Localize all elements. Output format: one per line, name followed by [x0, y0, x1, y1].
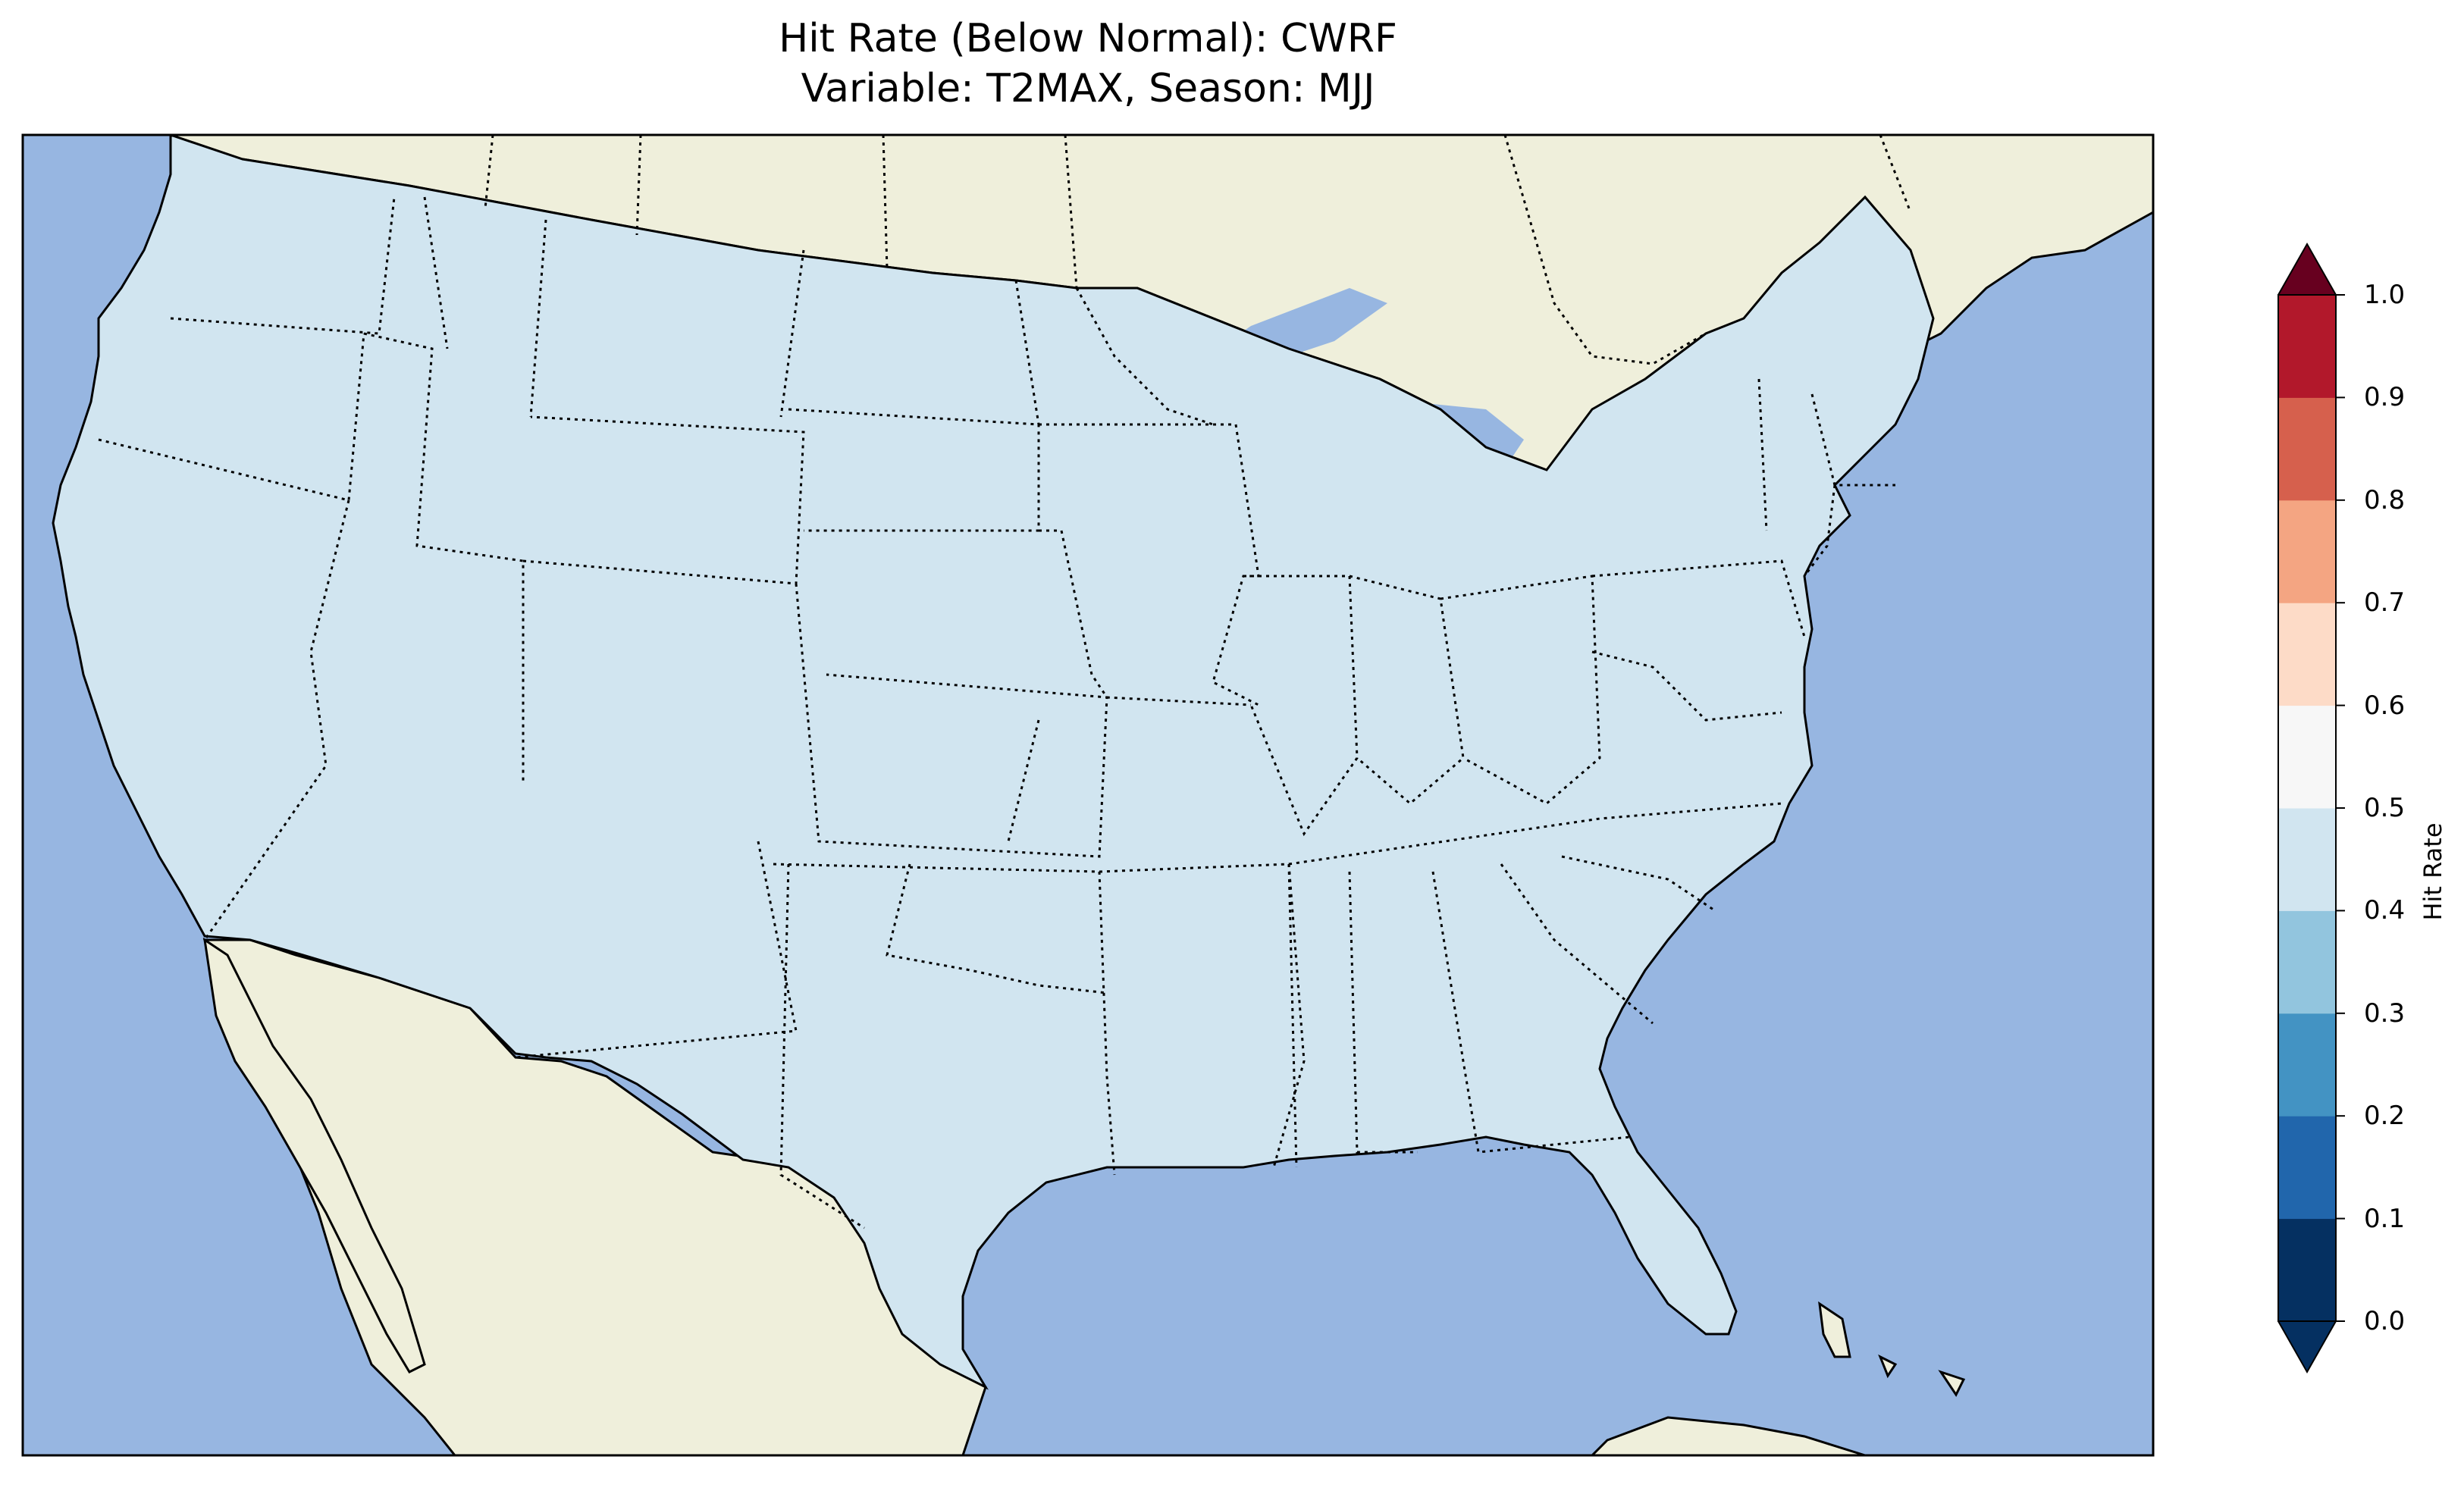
- colorbar-segment: [2278, 295, 2336, 398]
- colorbar-segment: [2278, 705, 2336, 809]
- colorbar-segment: [2278, 603, 2336, 706]
- province-borders: [484, 135, 1912, 365]
- colorbar-label: Hit Rate: [2419, 822, 2447, 921]
- chart-title-line-1: Hit Rate (Below Normal): CWRF: [779, 16, 1397, 61]
- colorbar-tick-label: 0.5: [2364, 793, 2406, 823]
- bahamas-islands: [1818, 1301, 1966, 1397]
- colorbar-segment: [2278, 1116, 2336, 1220]
- baja-california: [203, 937, 426, 1373]
- colorbar-segment: [2278, 910, 2336, 1014]
- colorbar-extend-min: [2278, 1321, 2336, 1372]
- colorbar-tick-label: 0.1: [2364, 1203, 2406, 1234]
- colorbar-tick-label: 0.9: [2364, 382, 2406, 413]
- map-area: [23, 135, 2153, 1455]
- colorbar-tick-label: 0.2: [2364, 1101, 2406, 1132]
- cuba-island: [1590, 1416, 1866, 1455]
- colorbar-tick-label: 0.3: [2364, 998, 2406, 1029]
- colorbar-extend-outline: [2277, 242, 2337, 1374]
- colorbar-tick-label: 0.6: [2364, 690, 2406, 721]
- state-borders: [98, 196, 1895, 1229]
- colorbar-tick-label: 0.7: [2364, 587, 2406, 619]
- colorbar-tick-label: 1.0: [2364, 280, 2406, 310]
- colorbar: [2277, 242, 2345, 1374]
- colorbar-extend-max: [2278, 244, 2336, 295]
- colorbar-segment: [2278, 397, 2336, 501]
- colorbar-segment: [2278, 1013, 2336, 1117]
- colorbar-segment: [2278, 1218, 2336, 1322]
- map-frame-border: [21, 133, 2155, 1457]
- chart-title-line-2: Variable: T2MAX, Season: MJJ: [801, 66, 1375, 111]
- colorbar-segment: [2278, 500, 2336, 603]
- colorbar-tick-label: 0.0: [2364, 1306, 2406, 1336]
- colorbar-segment: [2278, 808, 2336, 911]
- colorbar-tick-label: 0.8: [2364, 484, 2406, 515]
- colorbar-tick-label: 0.4: [2364, 895, 2406, 926]
